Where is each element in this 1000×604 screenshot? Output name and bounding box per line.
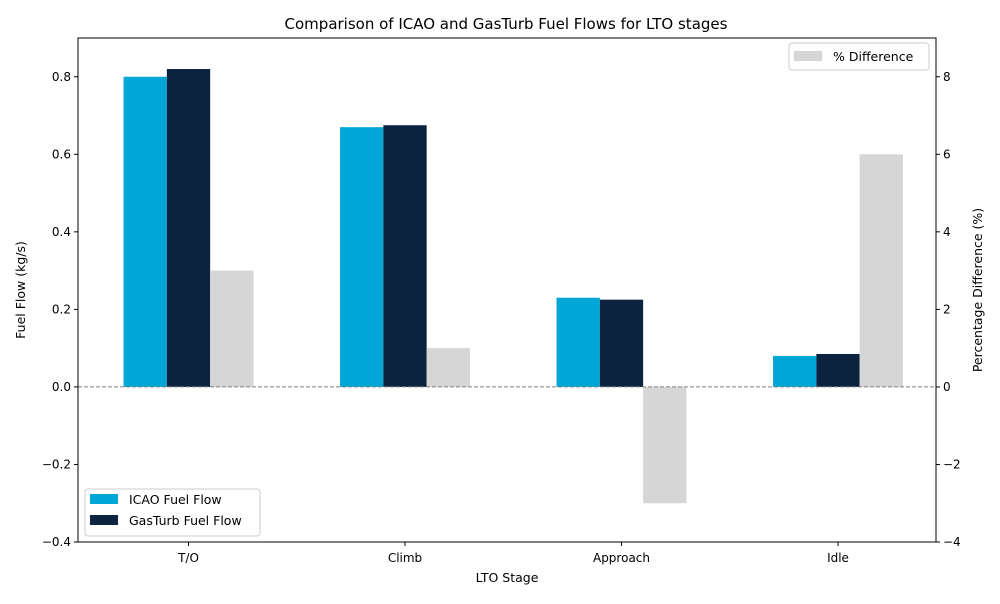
- left-y-tick-label: −0.4: [42, 535, 71, 549]
- legend-left: ICAO Fuel Flow GasTurb Fuel Flow: [84, 488, 261, 537]
- left-y-tick-label: 0.8: [52, 70, 71, 84]
- bar-icao-fuel-flow-climb: [340, 127, 384, 387]
- legend-label-percent-difference: % Difference: [833, 49, 914, 64]
- bar--difference-approach: [643, 386, 687, 504]
- bar-gasturb-fuel-flow-approach: [599, 299, 644, 387]
- right-y-tick-label: −4: [943, 535, 961, 549]
- right-y-axis: −4 −2 0 2 4 6 8: [936, 70, 961, 549]
- chart-title: Comparison of ICAO and GasTurb Fuel Flow…: [285, 15, 728, 33]
- bar-gasturb-fuel-flow-t-o: [166, 69, 211, 387]
- bar--difference-idle: [859, 154, 903, 387]
- x-tick-label: Climb: [388, 551, 422, 565]
- legend-right: % Difference: [788, 42, 930, 71]
- left-y-tick-label: 0.6: [52, 147, 71, 161]
- left-y-tick-label: −0.2: [42, 457, 71, 471]
- bar--difference-t-o: [210, 270, 254, 387]
- right-y-tick-label: 0: [943, 380, 951, 394]
- right-y-axis-label: Percentage Difference (%): [970, 208, 985, 372]
- bar-icao-fuel-flow-approach: [556, 297, 600, 387]
- legend-label-icao-fuel-flow: ICAO Fuel Flow: [129, 492, 222, 507]
- bar--difference-climb: [426, 348, 470, 387]
- left-y-tick-label: 0.4: [52, 225, 71, 239]
- legend-swatch-icao-fuel-flow: [90, 494, 118, 504]
- x-tick-label: T/O: [177, 551, 199, 565]
- legend-left-frame: [84, 488, 261, 537]
- plot-frame: [77, 37, 937, 543]
- bar-icao-fuel-flow-idle: [773, 355, 817, 387]
- legend-swatch-percent-difference: [794, 51, 822, 61]
- x-axis-label: LTO Stage: [476, 570, 539, 585]
- bars-group: [123, 69, 903, 504]
- right-y-tick-label: 4: [943, 225, 951, 239]
- left-y-tick-label: 0.2: [52, 302, 71, 316]
- left-y-axis: −0.4 −0.2 0.0 0.2 0.4 0.6 0.8: [42, 70, 78, 549]
- left-y-tick-label: 0.0: [52, 380, 71, 394]
- legend-swatch-gasturb-fuel-flow: [90, 515, 118, 525]
- legend-right-frame: [788, 42, 930, 71]
- right-y-tick-label: 6: [943, 147, 951, 161]
- bar-gasturb-fuel-flow-climb: [383, 125, 427, 387]
- x-tick-label: Approach: [593, 551, 650, 565]
- x-axis: T/O Climb Approach Idle: [177, 542, 849, 565]
- legend-label-gasturb-fuel-flow: GasTurb Fuel Flow: [129, 513, 242, 528]
- left-y-axis-label: Fuel Flow (kg/s): [13, 241, 28, 339]
- bar-icao-fuel-flow-t-o: [123, 76, 167, 387]
- x-tick-label: Idle: [827, 551, 849, 565]
- right-y-tick-label: 2: [943, 302, 951, 316]
- right-y-tick-label: −2: [943, 457, 961, 471]
- bar-gasturb-fuel-flow-idle: [816, 353, 860, 387]
- right-y-tick-label: 8: [943, 70, 951, 84]
